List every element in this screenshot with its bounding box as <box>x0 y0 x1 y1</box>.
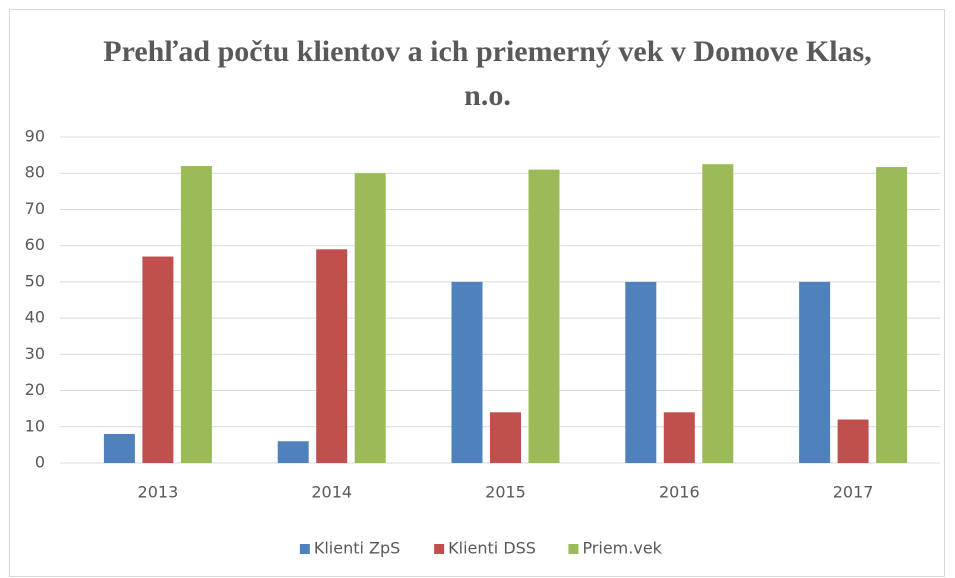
y-tick-label: 60 <box>25 235 45 254</box>
y-tick-label: 80 <box>25 163 45 182</box>
bar <box>799 281 831 463</box>
bar <box>142 256 174 463</box>
bar <box>277 441 309 463</box>
legend-swatch <box>434 544 445 554</box>
y-tick-label: 50 <box>25 271 45 290</box>
bar <box>528 169 560 463</box>
legend-swatch <box>299 544 310 554</box>
y-tick-label: 90 <box>25 127 45 146</box>
x-tick-label: 2017 <box>833 483 874 502</box>
bar <box>451 281 483 463</box>
bar <box>316 249 348 463</box>
y-tick-label: 20 <box>25 380 45 399</box>
y-tick-label: 40 <box>25 308 45 327</box>
legend-label: Klienti DSS <box>448 539 536 558</box>
bar <box>490 412 521 463</box>
bar <box>180 165 212 463</box>
y-tick-label: 70 <box>25 199 45 218</box>
bar <box>625 281 657 463</box>
chart-title: Prehľad počtu klientov a ich priemerný v… <box>103 35 872 112</box>
x-tick-label: 2014 <box>311 483 352 502</box>
legend-swatch <box>568 544 579 554</box>
bar <box>702 164 734 463</box>
bar <box>354 173 386 463</box>
x-tick-label: 2016 <box>659 483 700 502</box>
x-tick-label: 2013 <box>138 483 179 502</box>
legend-label: Klienti ZpS <box>314 539 400 558</box>
bar <box>103 434 135 463</box>
x-tick-label: 2015 <box>485 483 526 502</box>
y-tick-label: 10 <box>25 416 45 435</box>
bar <box>876 167 908 463</box>
bar <box>837 419 869 463</box>
bar <box>663 412 695 463</box>
y-tick-label: 30 <box>25 344 45 363</box>
legend-label: Priem.vek <box>582 539 662 558</box>
y-tick-label: 0 <box>35 453 45 472</box>
chart-frame <box>9 9 945 577</box>
